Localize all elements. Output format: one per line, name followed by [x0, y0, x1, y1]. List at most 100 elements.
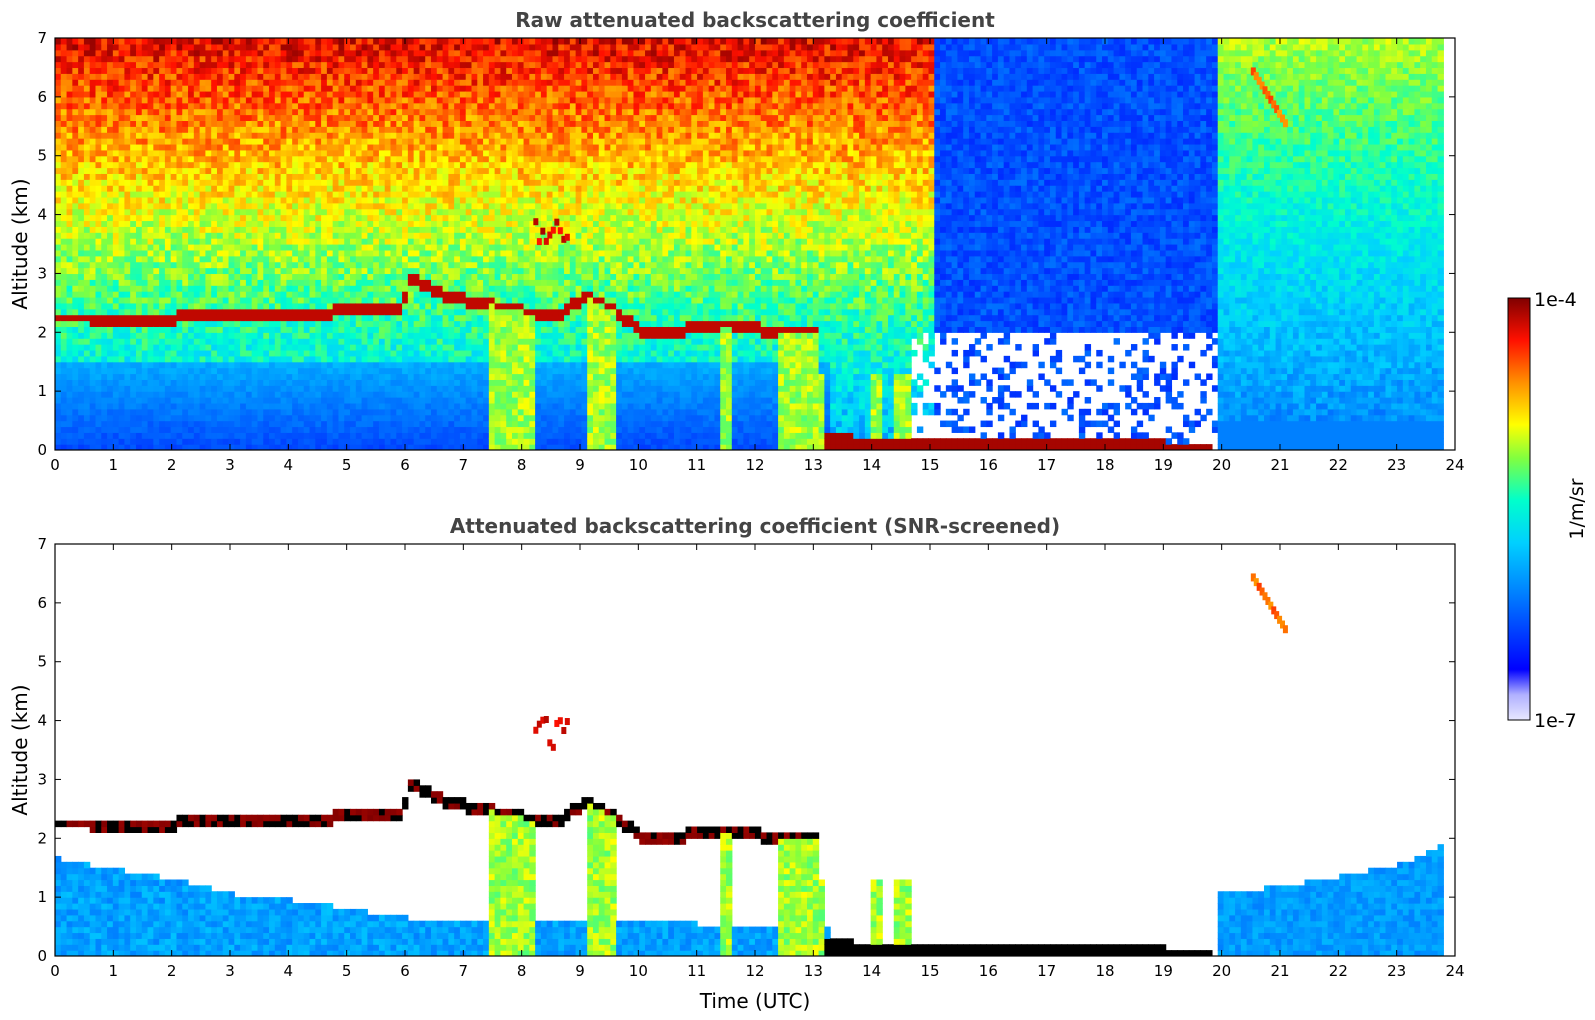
heatmap-cell — [303, 90, 311, 98]
heatmap-cell — [66, 102, 73, 110]
heatmap-cell — [431, 79, 438, 86]
heatmap-cell — [147, 220, 154, 227]
heatmap-cell — [263, 38, 270, 45]
heatmap-cell — [257, 167, 264, 174]
heatmap-cell — [425, 302, 432, 310]
heatmap-cell — [280, 120, 287, 127]
heatmap-cell — [338, 244, 345, 251]
heatmap-cell — [378, 185, 386, 192]
heatmap-cell — [315, 126, 322, 133]
heatmap-cell — [274, 132, 282, 139]
heatmap-cell — [153, 73, 160, 80]
heatmap-cell — [338, 302, 345, 310]
heatmap-cell — [402, 249, 409, 257]
heatmap-cell — [118, 108, 126, 116]
heatmap-cell — [216, 408, 224, 416]
heatmap-cell — [413, 320, 421, 327]
heatmap-cell — [321, 49, 328, 57]
heatmap-cell — [159, 173, 166, 180]
heatmap-cell — [326, 61, 334, 69]
heatmap-cell — [216, 361, 224, 369]
heatmap-cell — [251, 167, 259, 174]
heatmap-cell — [292, 391, 299, 398]
heatmap-cell — [205, 273, 212, 280]
heatmap-cell — [378, 102, 386, 110]
heatmap-cell — [269, 226, 276, 233]
heatmap-cell — [60, 308, 68, 316]
heatmap-cell — [344, 179, 351, 186]
heatmap-cell — [211, 238, 218, 245]
heatmap-cell — [465, 302, 473, 310]
heatmap-cell — [78, 432, 85, 439]
heatmap-cell — [245, 402, 253, 410]
heatmap-cell — [199, 232, 206, 239]
heatmap-cell — [350, 161, 357, 169]
heatmap-cell — [332, 61, 340, 69]
heatmap-cell — [373, 338, 380, 345]
heatmap-cell — [297, 232, 305, 239]
heatmap-cell — [188, 391, 195, 398]
heatmap-cell — [332, 138, 340, 145]
heatmap-cell — [390, 267, 397, 275]
heatmap-cell — [199, 291, 206, 298]
heatmap-cell — [193, 196, 201, 204]
heatmap-cell — [309, 238, 316, 245]
heatmap-cell — [211, 302, 218, 310]
heatmap-cell — [269, 208, 276, 216]
heatmap-cell — [83, 155, 91, 163]
heatmap-cell — [182, 273, 189, 280]
heatmap-cell — [60, 67, 68, 74]
heatmap-cell — [245, 373, 253, 380]
heatmap-cell — [367, 255, 374, 263]
heatmap-cell — [112, 444, 120, 450]
heatmap-cell — [332, 232, 340, 239]
heatmap-cell — [211, 385, 218, 392]
heatmap-cell — [436, 314, 444, 322]
heatmap-cell — [222, 255, 230, 263]
heatmap-cell — [83, 120, 91, 127]
heatmap-cell — [147, 355, 154, 363]
heatmap-cell — [321, 167, 328, 174]
heatmap-cell — [332, 326, 340, 333]
heatmap-cell — [431, 332, 438, 339]
heatmap-cell — [107, 296, 114, 304]
heatmap-cell — [402, 232, 409, 239]
heatmap-cell — [280, 402, 287, 410]
heatmap-cell — [431, 408, 438, 416]
heatmap-cell — [153, 49, 160, 57]
heatmap-cell — [292, 432, 299, 439]
heatmap-cell — [164, 102, 172, 110]
heatmap-cell — [222, 432, 230, 439]
heatmap-cell — [315, 173, 322, 180]
heatmap-cell — [83, 344, 91, 351]
heatmap-cell — [332, 338, 340, 345]
heatmap-cell — [251, 179, 259, 186]
heatmap-cell — [280, 249, 287, 257]
heatmap-cell — [130, 361, 137, 369]
heatmap-cell — [448, 402, 455, 410]
heatmap-cell — [419, 291, 426, 298]
heatmap-cell — [222, 143, 230, 151]
heatmap-cell — [436, 320, 444, 327]
heatmap-cell — [141, 291, 149, 298]
heatmap-cell — [141, 414, 149, 422]
heatmap-cell — [205, 90, 212, 98]
heatmap-cell — [141, 261, 149, 269]
heatmap-cell — [269, 308, 276, 316]
heatmap-cell — [222, 285, 230, 292]
heatmap-cell — [222, 291, 230, 298]
heatmap-cell — [66, 220, 73, 227]
heatmap-cell — [459, 79, 467, 86]
heatmap-cell — [176, 308, 183, 316]
heatmap-cell — [297, 414, 305, 422]
heatmap-cell — [378, 255, 386, 263]
heatmap-cell — [355, 255, 363, 263]
heatmap-cell — [182, 402, 189, 410]
heatmap-cell — [164, 261, 172, 269]
heatmap-cell — [240, 67, 247, 74]
heatmap-cell — [216, 191, 224, 198]
heatmap-cell — [378, 349, 386, 357]
heatmap-cell — [141, 132, 149, 139]
heatmap-cell — [135, 155, 143, 163]
heatmap-cell — [66, 296, 73, 304]
